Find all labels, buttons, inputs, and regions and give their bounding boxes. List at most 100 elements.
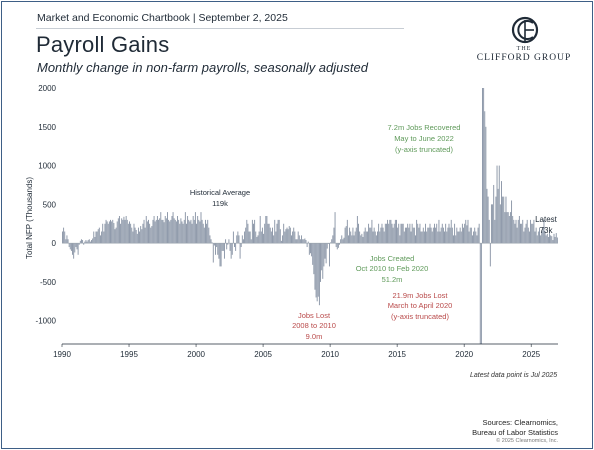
- nfp-bar: [144, 227, 146, 244]
- nfp-bar: [464, 223, 466, 244]
- nfp-bar: [369, 227, 371, 244]
- nfp-bar: [161, 219, 163, 244]
- nfp-bar: [116, 221, 118, 244]
- nfp-bar: [493, 184, 495, 244]
- nfp-bar: [76, 243, 78, 250]
- nfp-bar: [352, 227, 354, 244]
- nfp-bar: [67, 239, 69, 244]
- nfp-bar: [454, 223, 456, 244]
- annotation-avg-line1: Historical Average: [190, 188, 250, 197]
- nfp-bar: [239, 243, 241, 259]
- nfp-bar: [488, 219, 490, 244]
- nfp-bar: [349, 227, 351, 244]
- nfp-bar: [96, 231, 98, 244]
- nfp-bar: [332, 235, 334, 244]
- nfp-bar: [394, 219, 396, 244]
- nfp-bar: [196, 223, 197, 244]
- nfp-bar: [514, 223, 516, 244]
- nfp-bar: [184, 212, 186, 244]
- nfp-bar: [318, 243, 320, 306]
- nfp-bar: [431, 231, 433, 244]
- nfp-bar: [511, 200, 513, 244]
- nfp-bar: [83, 243, 85, 245]
- annotation-created-line2: Oct 2010 to Feb 2020: [356, 264, 429, 273]
- nfp-bar: [364, 227, 366, 244]
- nfp-bar: [340, 239, 342, 244]
- nfp-bar: [136, 233, 138, 244]
- nfp-bar: [66, 235, 68, 244]
- nfp-bar: [208, 227, 210, 244]
- nfp-bar: [384, 223, 386, 244]
- nfp-bar: [368, 223, 370, 244]
- nfp-bar: [388, 223, 390, 244]
- nfp-bar: [358, 223, 359, 244]
- nfp-bar: [372, 231, 374, 244]
- nfp-bar: [416, 219, 418, 244]
- nfp-bar: [234, 243, 235, 248]
- nfp-bar: [315, 243, 317, 298]
- nfp-bar: [509, 212, 511, 244]
- nfp-bar: [489, 243, 491, 267]
- nfp-bar: [439, 231, 441, 244]
- nfp-bar: [550, 235, 552, 244]
- nfp-bar: [153, 216, 155, 244]
- nfp-bar: [363, 231, 365, 244]
- nfp-bar: [242, 239, 244, 244]
- nfp-bar: [251, 219, 253, 244]
- nfp-bar: [72, 243, 73, 255]
- x-tick-label: 2005: [254, 350, 272, 359]
- nfp-bar: [267, 223, 269, 244]
- nfp-bar: [347, 235, 349, 244]
- nfp-bar: [137, 227, 139, 244]
- nfp-bar: [393, 223, 395, 244]
- nfp-bar: [296, 239, 298, 244]
- nfp-bar: [382, 227, 384, 244]
- nfp-bar: [508, 216, 510, 244]
- nfp-bar: [105, 219, 107, 244]
- nfp-bar: [545, 235, 547, 244]
- nfp-bar: [328, 243, 330, 267]
- nfp-bar: [86, 241, 88, 244]
- nfp-bar: [389, 219, 391, 244]
- nfp-bar: [123, 216, 125, 244]
- nfp-bar: [408, 227, 410, 244]
- nfp-bar: [411, 223, 413, 244]
- nfp-bar: [543, 219, 545, 244]
- nfp-bar: [158, 219, 160, 244]
- annotation-created-line1: Jobs Created: [370, 254, 415, 263]
- nfp-bar: [231, 243, 233, 255]
- nfp-bar: [446, 231, 448, 244]
- nfp-bar: [375, 235, 377, 244]
- nfp-bar: [217, 243, 219, 255]
- nfp-bar: [199, 221, 201, 244]
- nfp-bar: [215, 243, 216, 255]
- nfp-bar: [459, 227, 461, 244]
- nfp-bar: [331, 239, 333, 244]
- nfp-bar: [342, 239, 344, 244]
- nfp-bar: [478, 223, 480, 244]
- nfp-bar: [541, 231, 543, 244]
- nfp-bar: [553, 233, 555, 244]
- nfp-bar: [397, 227, 399, 244]
- nfp-bar: [177, 216, 179, 244]
- annotation-recovered-line2: May to June 2022: [394, 134, 454, 143]
- nfp-bar: [225, 239, 227, 244]
- nfp-bar: [168, 219, 170, 244]
- nfp-bar: [473, 231, 475, 244]
- annotation-avg-line2: 119k: [212, 199, 228, 208]
- nfp-bar: [91, 240, 92, 244]
- annotation-lost2008-line2: 2008 to 2010: [292, 321, 336, 330]
- nfp-bar: [211, 242, 213, 244]
- annotation-lost2008-line1: Jobs Lost: [298, 311, 331, 320]
- nfp-bar: [240, 243, 242, 248]
- nfp-bar: [428, 227, 430, 244]
- nfp-bar: [421, 231, 423, 244]
- nfp-bar: [409, 223, 411, 244]
- nfp-bar: [152, 219, 154, 244]
- nfp-bar: [253, 223, 254, 244]
- nfp-bar: [129, 221, 130, 244]
- nfp-bar: [204, 219, 206, 244]
- nfp-bar: [378, 223, 380, 244]
- nfp-bar: [552, 240, 554, 244]
- nfp-bar: [219, 243, 221, 267]
